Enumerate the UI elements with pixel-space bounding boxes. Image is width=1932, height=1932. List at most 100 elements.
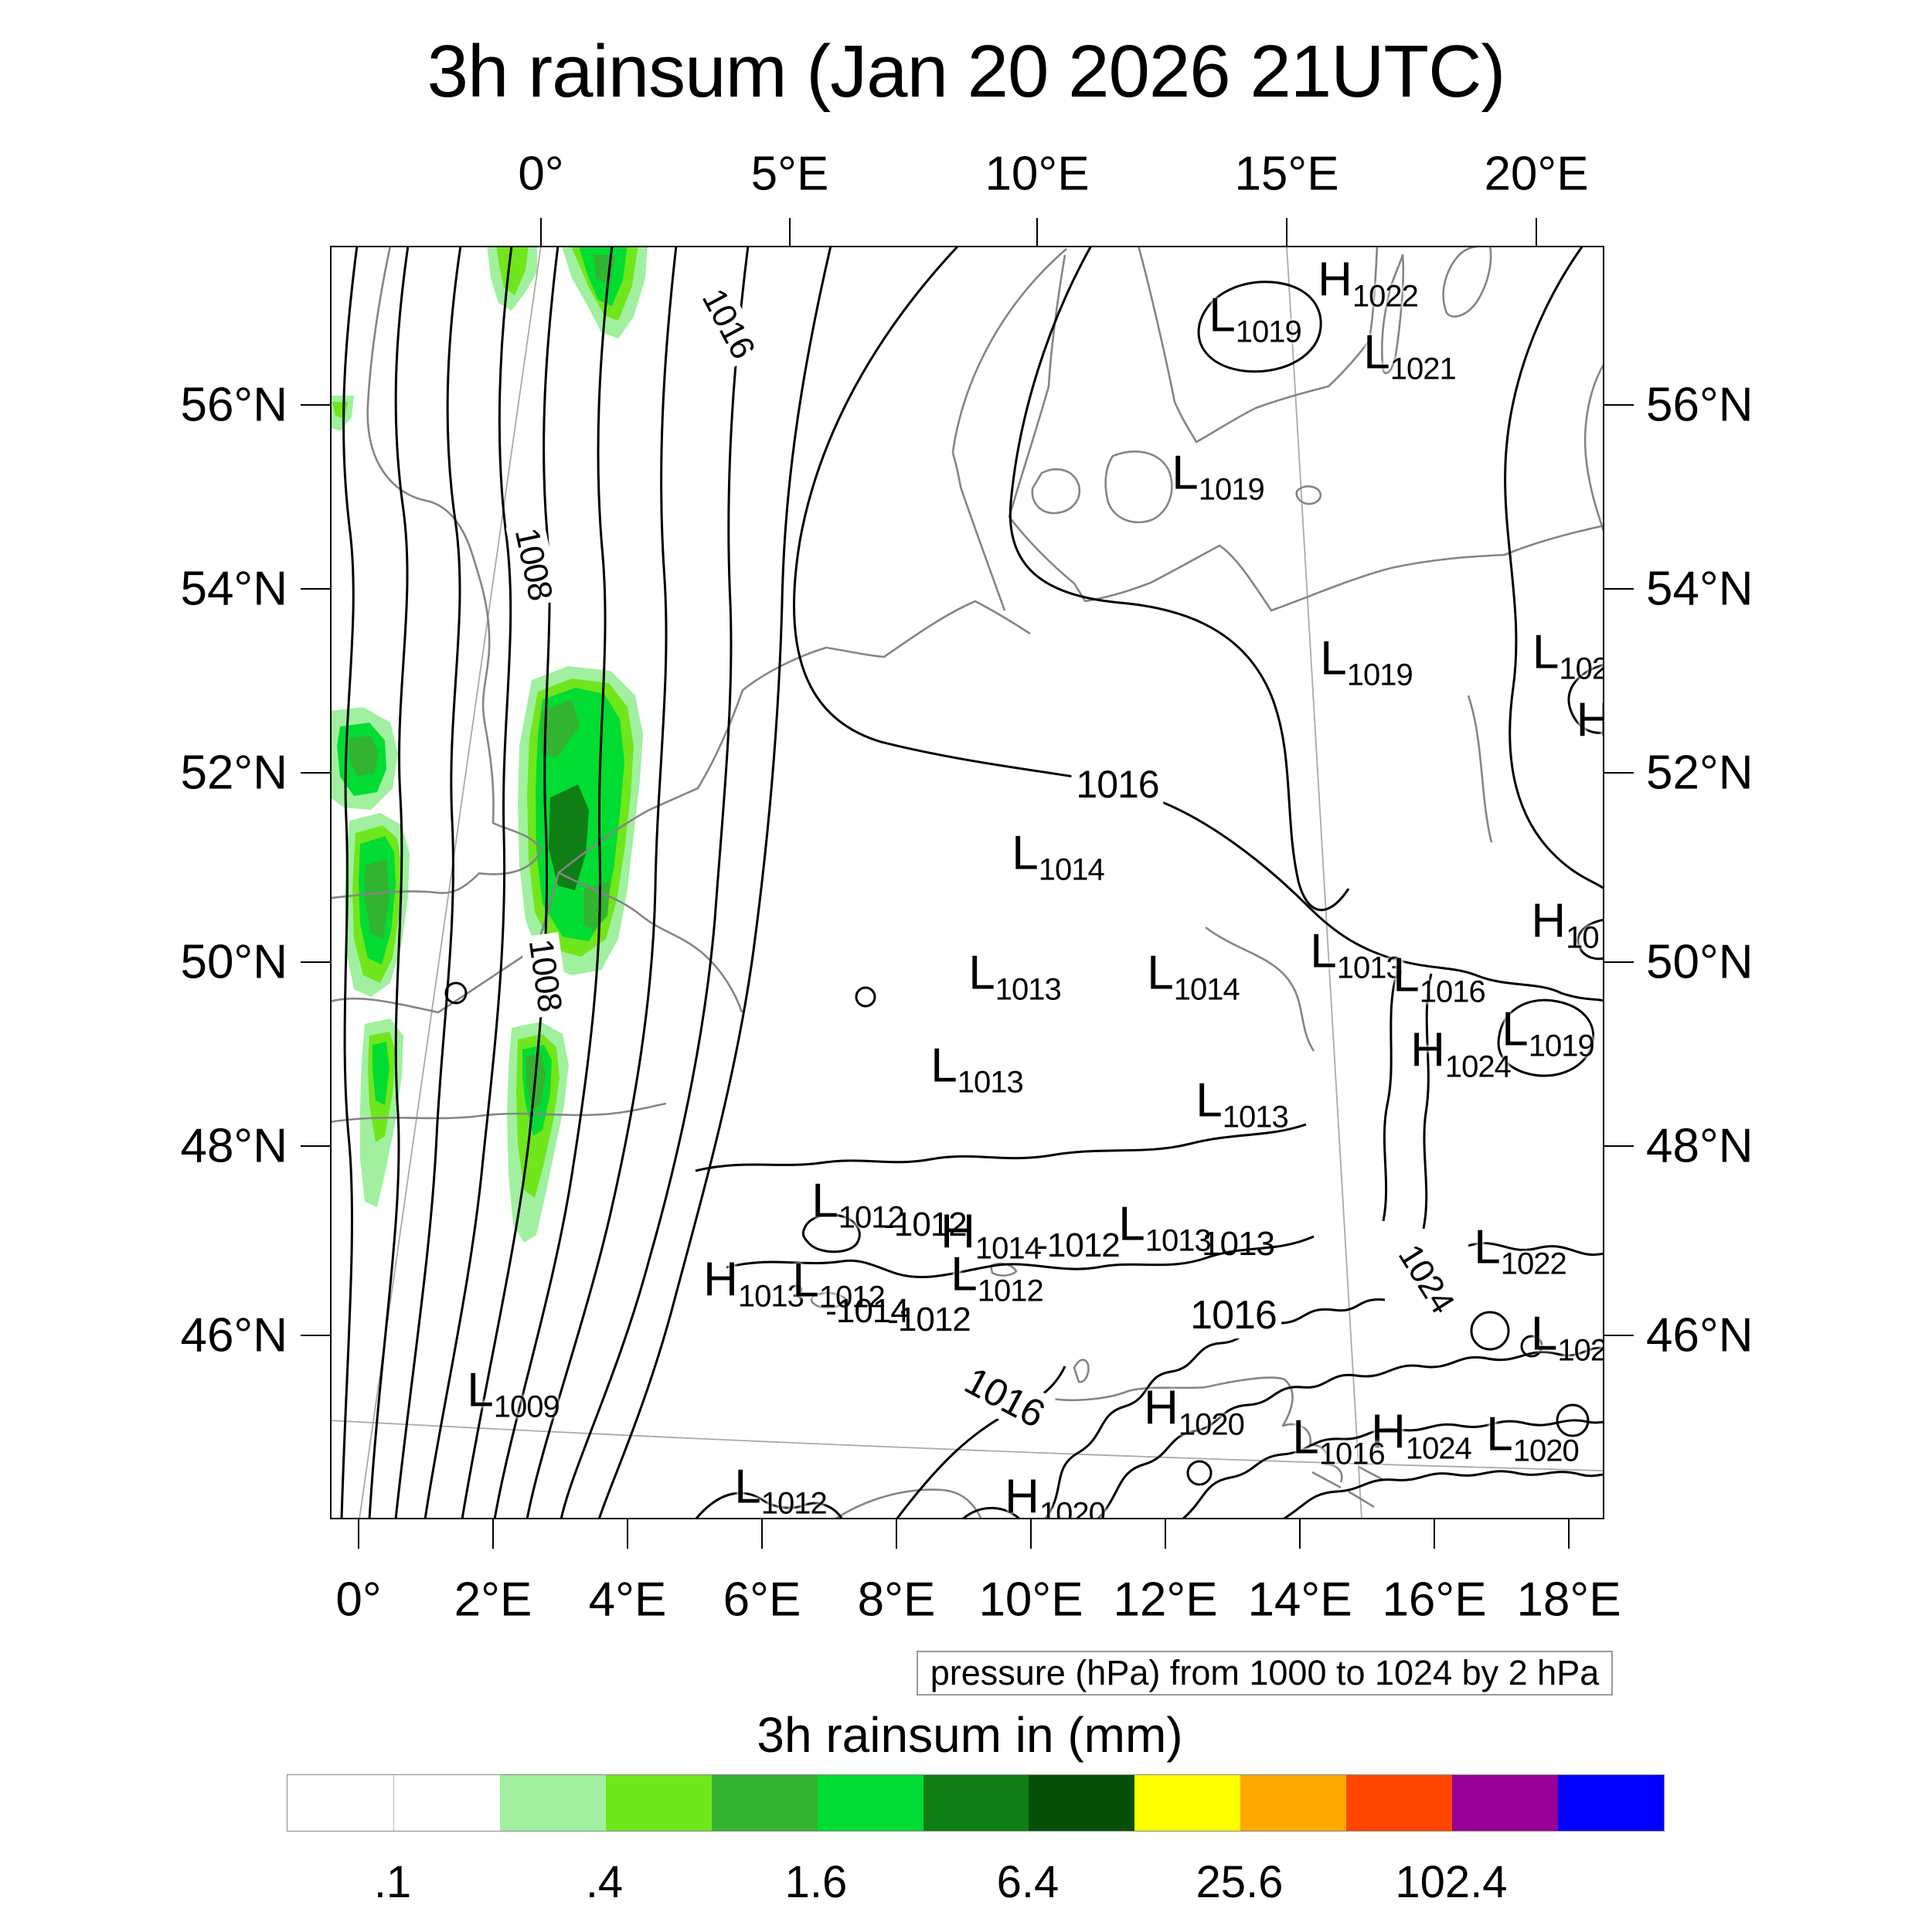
bottom-axis-tick: [1568, 1519, 1570, 1549]
pressure-value: 1016: [1318, 1437, 1386, 1471]
pressure-center-L1020: L1020: [1486, 1406, 1579, 1468]
right-axis-tick: [1604, 961, 1634, 963]
bottom-axis-tick: [1165, 1519, 1166, 1549]
pressure-center-L1022: L1022: [1474, 1219, 1566, 1281]
pressure-letter: L: [930, 1039, 957, 1093]
colorbar-segment-6: [923, 1775, 1029, 1831]
pressure-center-L1013: L1013: [1310, 923, 1403, 985]
coast-croatian-islands-1: [1311, 1471, 1342, 1489]
coast-britain: [330, 246, 543, 900]
pressure-center-H1024: H1024: [1410, 1022, 1512, 1084]
pressure-letter: H: [1318, 253, 1352, 307]
left-axis-tick: [301, 1335, 330, 1336]
pressure-value: 1022: [1352, 279, 1419, 314]
pressure-value: 1013: [737, 1279, 804, 1314]
coast-baltic-south: [1084, 524, 1604, 612]
top-axis-label: 10°E: [985, 147, 1090, 201]
contour-1024-cluster: [1043, 1242, 1604, 1519]
pressure-value: 1024: [1444, 1049, 1512, 1084]
coast-france-north: [330, 600, 1031, 1014]
pressure-value: 10: [1566, 920, 1599, 955]
pressure-letter: L: [1147, 946, 1174, 1000]
pressure-value: 102: [1559, 651, 1609, 686]
pressure-letter: L: [1486, 1407, 1513, 1461]
pressure-value: 1013: [957, 1065, 1024, 1100]
bottom-axis-tick: [1030, 1519, 1032, 1549]
contour-1018-denmark: [1009, 246, 1350, 912]
pressure-value: 1020: [1039, 1496, 1106, 1531]
colorbar-segment-3: [605, 1775, 712, 1831]
pressure-center-H1014: H1014: [940, 1204, 1042, 1266]
left-axis-label: 52°N: [180, 746, 287, 800]
left-axis-label: 50°N: [180, 935, 287, 989]
pressure-value: 1013: [1336, 951, 1403, 985]
pressure-center-H: H: [1577, 692, 1604, 754]
pressure-letter: L: [1172, 446, 1199, 500]
contour-label-1014: -1014: [825, 1292, 910, 1330]
pressure-center-H1020: H1020: [1144, 1380, 1245, 1442]
pressure-letter: L: [467, 1363, 494, 1417]
coast-oland: [1381, 253, 1405, 375]
bottom-axis-tick: [761, 1519, 763, 1549]
pressure-center-L1019: L1019: [1172, 445, 1264, 507]
pressure-value: 1019: [1528, 1029, 1595, 1063]
colorbar-tick-label: 1.6: [784, 1857, 848, 1907]
colorbar-tick-label: 6.4: [996, 1857, 1060, 1907]
pressure-letter: L: [968, 946, 995, 1000]
right-axis-tick: [1604, 1145, 1634, 1147]
graticule: [330, 246, 1604, 1519]
lake-garda: [1073, 1359, 1090, 1383]
pressure-center-L1012: L1012: [951, 1247, 1043, 1308]
pressure-value: 1013: [995, 972, 1062, 1007]
pressure-value: 1009: [493, 1389, 560, 1424]
border-france-belgium: [558, 871, 743, 1013]
pressure-value: 1019: [1198, 472, 1265, 507]
coastlines: [330, 246, 1604, 1519]
pressure-center-L1021: L1021: [1363, 325, 1456, 386]
left-axis-label: 46°N: [180, 1308, 287, 1362]
colorbar: [287, 1774, 1665, 1832]
pressure-center-L1013: L1013: [1196, 1073, 1288, 1134]
top-axis-label: 15°E: [1234, 147, 1339, 201]
colorbar-segment-7: [1029, 1775, 1135, 1831]
pressure-letter: L: [1363, 325, 1390, 379]
coast-bornholm: [1295, 485, 1321, 505]
pressure-letter: L: [1012, 826, 1039, 880]
pressure-center-L1014: L1014: [1147, 945, 1240, 1007]
bottom-axis-tick: [358, 1519, 359, 1549]
right-axis-tick: [1604, 588, 1634, 590]
pressure-letter: H: [1144, 1381, 1179, 1435]
bottom-axis-tick: [1299, 1519, 1301, 1549]
right-axis-tick: [1604, 1335, 1634, 1336]
coast-croatian-islands-2: [1348, 1490, 1375, 1509]
pressure-value: 102: [1557, 1333, 1607, 1368]
pressure-legend-text: pressure (hPa) from 1000 to 1024 by 2 hP…: [930, 1653, 1600, 1692]
pressure-center-L102: L102: [1531, 1306, 1607, 1368]
coast-sweden: [1137, 246, 1379, 444]
top-axis-tick: [540, 218, 542, 246]
pressure-letter: H: [1005, 1470, 1039, 1524]
coast-denmark-east: [1008, 254, 1087, 602]
pressure-letter: L: [734, 1460, 761, 1514]
colorbar-segment-10: [1346, 1775, 1453, 1831]
pressure-letter: L: [1393, 948, 1420, 1002]
pressure-value: 1012: [838, 1200, 905, 1235]
right-axis-tick: [1604, 772, 1634, 774]
pressure-value: 1012: [977, 1274, 1044, 1308]
pressure-value: 1016: [1419, 975, 1486, 1009]
contour-label-1016: 1016: [1185, 1292, 1281, 1338]
coast-fyn: [1031, 468, 1081, 515]
border-poland: [1467, 695, 1493, 843]
bottom-axis-label: 2°E: [454, 1573, 532, 1627]
map-frame: [330, 246, 1604, 1519]
pressure-center-L1013: L1013: [930, 1038, 1024, 1100]
pressure-letter: H: [940, 1205, 975, 1259]
pressure-letter: L: [811, 1174, 838, 1228]
left-axis-label: 54°N: [180, 562, 287, 616]
meridian-0deg: [359, 246, 542, 1519]
bottom-axis-label: 16°E: [1382, 1573, 1487, 1627]
pressure-center-L1012: L1012: [811, 1173, 905, 1235]
bottom-axis-label: 12°E: [1113, 1573, 1218, 1627]
